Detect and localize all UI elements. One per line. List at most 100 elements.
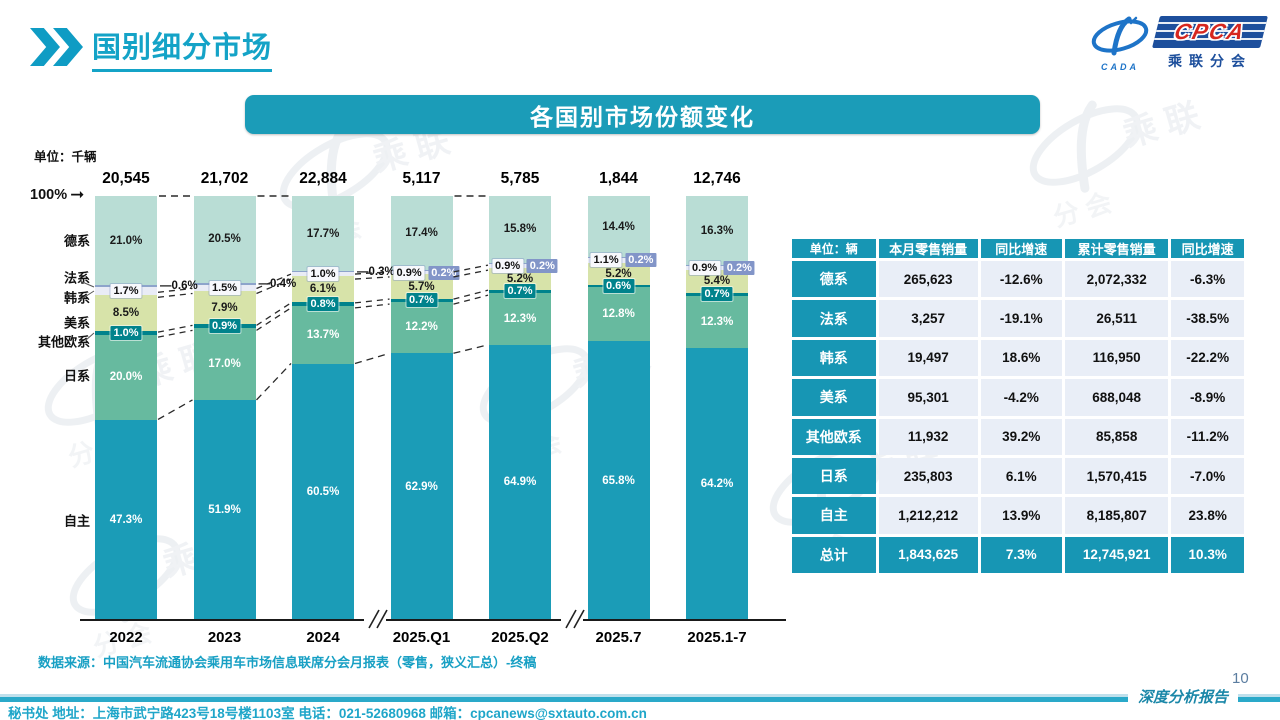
- table-cell: 688,048: [1064, 379, 1169, 416]
- row-label: 其他欧系: [792, 418, 876, 455]
- segment-value: 14.4%: [602, 220, 635, 233]
- segment-value: 12.3%: [700, 315, 734, 328]
- segment-value-badge: 0.7%: [504, 284, 536, 299]
- bar-segment-日系: [193, 328, 256, 401]
- table-cell: 8,185,807: [1064, 497, 1169, 534]
- market-data-table: 单位：辆 本月零售销量 同比增速 累计零售销量 同比增速 德系 265,623 -12.6%…: [789, 236, 1247, 576]
- chart-canvas: 德系 法系 韩系 美系 其他欧系 日系 自主 —0.6% 21.0% 1.7% 8.5% 1.0% 20…: [28, 140, 808, 675]
- segment-value: 13.7%: [306, 328, 340, 341]
- series-label-日系: 日系: [63, 368, 90, 384]
- bar-segment-美系: [95, 294, 157, 331]
- footer-contact: 秘书处 地址：上海市武宁路423号18号楼1103室 电话：021-526809…: [8, 706, 647, 720]
- bar-segment-德系: [193, 196, 256, 283]
- table-row: 美系 95,301 -4.2% 688,048 -8.9%: [792, 379, 1244, 416]
- segment-value: 5.7%: [408, 280, 435, 293]
- segment-value: 16.3%: [700, 224, 734, 237]
- segment-value-badge: 0.8%: [307, 297, 339, 312]
- segment-value: 12.3%: [503, 312, 537, 325]
- table-total-row: 总计 1,843,625 7.3% 12,745,921 10.3%: [792, 536, 1244, 573]
- x-axis-category: 2025.7: [595, 629, 642, 646]
- segment-value-callout: —0.4%: [258, 277, 297, 290]
- svg-text:分 会: 分 会: [1050, 187, 1115, 232]
- segment-value-badge: 1.0%: [307, 267, 339, 282]
- table-cell: 95,301: [878, 379, 978, 416]
- series-label-韩系: 韩系: [63, 290, 90, 306]
- row-label: 日系: [792, 457, 876, 495]
- x-axis-category: 2022: [109, 629, 143, 646]
- bar-segment-自主: [587, 341, 650, 621]
- table-cell: 1,570,415: [1064, 457, 1169, 495]
- segment-value-badge: 1.1%: [590, 253, 622, 268]
- table-cell: -8.9%: [1171, 379, 1244, 416]
- table-column-header: 同比增速: [1171, 239, 1244, 258]
- watermark-logo: 乘 联分 会: [1005, 64, 1244, 252]
- table-row: 韩系 19,497 18.6% 116,950 -22.2%: [792, 339, 1244, 377]
- table-cell: 13.9%: [980, 497, 1062, 534]
- bar-segment-日系: [489, 292, 551, 345]
- segment-value-badge: 0.9%: [689, 260, 721, 275]
- x-axis-baseline: [80, 619, 786, 621]
- segment-value: 15.8%: [503, 223, 537, 236]
- table-cell: 19,497: [878, 339, 978, 377]
- table-cell: 235,803: [878, 457, 978, 495]
- chart-unit-label: 单位：千辆: [34, 150, 97, 164]
- segment-value: 8.5%: [112, 306, 140, 319]
- segment-value-badge: 1.0%: [110, 325, 142, 340]
- row-label: 自主: [792, 497, 876, 534]
- x-axis-category: 2025.Q2: [491, 629, 549, 646]
- table-row: 自主 1,212,212 13.9% 8,185,807 23.8%: [792, 497, 1244, 534]
- segment-value: 20.0%: [109, 371, 143, 384]
- table-cell: 265,623: [878, 261, 978, 298]
- segment-value: 12.8%: [602, 308, 635, 321]
- table-unit-header: 单位：辆: [792, 239, 876, 258]
- table-cell: -7.0%: [1171, 457, 1244, 495]
- segment-value: 17.4%: [405, 226, 438, 239]
- table-cell: 23.8%: [1171, 497, 1244, 534]
- y-axis-100-label: 100% ➞: [30, 185, 85, 204]
- section-banner: 各国别市场份额变化: [245, 95, 1040, 134]
- bar-total: 21,702: [200, 170, 249, 187]
- page-title: 国别细分市场: [92, 24, 273, 72]
- segment-value: 17.7%: [306, 227, 340, 240]
- segment-value: 5.2%: [605, 267, 632, 280]
- x-axis-category: 2024: [306, 629, 340, 646]
- bar-segment-自主: [193, 400, 256, 621]
- x-axis-category: 2023: [207, 629, 242, 646]
- table-cell: 11,932: [878, 418, 978, 455]
- bar-segment-德系: [95, 196, 157, 285]
- stacked-bar-2024: 17.7% 1.0% 6.1% 0.8% 13.7% 60.5%: [292, 196, 354, 621]
- segment-value: 64.9%: [503, 476, 537, 489]
- bar-segment-德系: [587, 196, 650, 257]
- segment-value-badge: 0.2%: [625, 253, 657, 268]
- table-row: 法系 3,257 -19.1% 26,511 -38.5%: [792, 300, 1244, 337]
- segment-value: 60.5%: [306, 486, 340, 499]
- table-cell: 85,858: [1064, 418, 1169, 455]
- segment-value-badge: 0.2%: [526, 258, 558, 273]
- table-cell: -12.6%: [980, 261, 1062, 298]
- segment-value: 51.9%: [208, 504, 241, 517]
- row-label: 法系: [792, 300, 876, 337]
- table-cell: -6.3%: [1171, 261, 1244, 298]
- row-label: 总计: [792, 536, 876, 573]
- bar-total: 5,117: [402, 170, 441, 187]
- market-share-chart: 单位：千辆 100% ➞ 德系 法系 韩系 美系 其他欧系 日系 自主 —0.6% 21.0% 1…: [28, 140, 808, 675]
- bar-segment-自主: [686, 347, 748, 620]
- cpca-wordmark: CPCA: [1152, 16, 1268, 48]
- x-axis-category: 2025.1-7: [687, 629, 747, 646]
- table-cell: 6.1%: [980, 457, 1062, 495]
- table-cell: 1,212,212: [878, 497, 978, 534]
- series-label-其他欧系: 其他欧系: [37, 334, 90, 350]
- table-card: 单位：辆 本月零售销量 同比增速 累计零售销量 同比增速 德系 265,623 -12.6%…: [789, 236, 1247, 576]
- table-cell: -11.2%: [1171, 418, 1244, 455]
- bar-total: 5,785: [500, 170, 540, 187]
- segment-value: 65.8%: [602, 474, 635, 487]
- table-cell: -38.5%: [1171, 300, 1244, 337]
- table-row: 日系 235,803 6.1% 1,570,415 -7.0%: [792, 457, 1244, 495]
- stacked-bar-2025.Q1: 17.4% 0.2% 0.9% 5.7% 0.7% 12.2% 62.9%: [390, 196, 460, 620]
- segment-value: 20.5%: [208, 233, 241, 246]
- table-cell: 116,950: [1064, 339, 1169, 377]
- series-label-美系: 美系: [63, 315, 90, 331]
- table-body: 德系 265,623 -12.6% 2,072,332 -6.3% 法系 3,257 -19.…: [792, 261, 1244, 573]
- table-header-row: 单位：辆 本月零售销量 同比增速 累计零售销量 同比增速: [792, 239, 1244, 258]
- bar-segment-美系: [193, 290, 256, 325]
